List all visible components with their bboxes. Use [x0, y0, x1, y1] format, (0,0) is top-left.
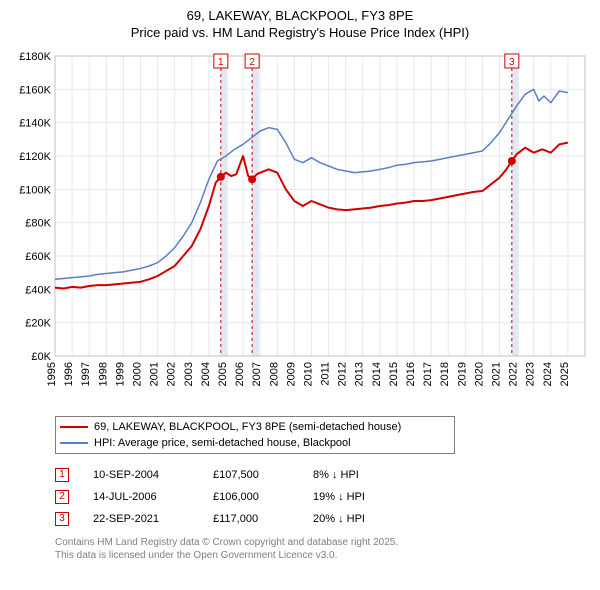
event-diff: 20% ↓ HPI: [313, 513, 413, 525]
svg-text:2: 2: [249, 57, 255, 68]
event-marker: 2: [55, 490, 69, 504]
svg-text:2011: 2011: [320, 362, 332, 386]
svg-text:£0K: £0K: [31, 351, 51, 363]
event-row: 2 14-JUL-2006£106,00019% ↓ HPI: [55, 486, 590, 508]
svg-text:1998: 1998: [97, 362, 109, 386]
events-table: 1 10-SEP-2004£107,5008% ↓ HPI 2 14-JUL-2006…: [55, 464, 590, 530]
event-marker: 1: [55, 468, 69, 482]
svg-text:2002: 2002: [166, 362, 178, 386]
svg-text:2006: 2006: [234, 362, 246, 386]
footer-attribution: Contains HM Land Registry data © Crown c…: [55, 536, 590, 562]
legend-swatch: [60, 442, 88, 444]
event-price: £117,000: [213, 513, 313, 525]
chart-svg: £0K £20K £40K £60K £80K £100K £120K £140K £160K £…: [10, 48, 590, 408]
footer-line2: This data is licensed under the Open Gov…: [55, 549, 590, 562]
legend-item: 69, LAKEWAY, BLACKPOOL, FY3 8PE (semi-de…: [60, 419, 450, 435]
svg-text:£140K: £140K: [19, 117, 51, 129]
legend-label: 69, LAKEWAY, BLACKPOOL, FY3 8PE (semi-de…: [94, 421, 401, 433]
svg-text:2009: 2009: [285, 362, 297, 386]
svg-text:£100K: £100K: [19, 184, 51, 196]
svg-text:2021: 2021: [491, 362, 503, 386]
legend: 69, LAKEWAY, BLACKPOOL, FY3 8PE (semi-de…: [55, 416, 455, 454]
svg-text:2000: 2000: [131, 362, 143, 386]
svg-text:1: 1: [218, 57, 224, 68]
event-diff: 8% ↓ HPI: [313, 469, 413, 481]
svg-text:2004: 2004: [200, 362, 212, 386]
event-date: 22-SEP-2021: [93, 513, 213, 525]
svg-text:2007: 2007: [251, 362, 263, 386]
svg-text:1996: 1996: [63, 362, 75, 386]
svg-text:2015: 2015: [388, 362, 400, 386]
svg-text:2019: 2019: [456, 362, 468, 386]
svg-text:1997: 1997: [80, 362, 92, 386]
event-marker: 3: [55, 512, 69, 526]
event-diff: 19% ↓ HPI: [313, 491, 413, 503]
svg-text:2005: 2005: [217, 362, 229, 386]
event-date: 10-SEP-2004: [93, 469, 213, 481]
svg-text:£60K: £60K: [25, 251, 51, 263]
svg-text:£160K: £160K: [19, 84, 51, 96]
event-price: £107,500: [213, 469, 313, 481]
svg-text:£80K: £80K: [25, 217, 51, 229]
svg-text:2008: 2008: [268, 362, 280, 386]
event-price: £106,000: [213, 491, 313, 503]
event-row: 1 10-SEP-2004£107,5008% ↓ HPI: [55, 464, 590, 486]
svg-text:2025: 2025: [559, 362, 571, 386]
svg-text:2024: 2024: [542, 362, 554, 386]
title-address: 69, LAKEWAY, BLACKPOOL, FY3 8PE: [10, 8, 590, 25]
title-subtitle: Price paid vs. HM Land Registry's House …: [10, 25, 590, 42]
svg-text:3: 3: [509, 57, 515, 68]
svg-text:£40K: £40K: [25, 284, 51, 296]
event-row: 3 22-SEP-2021£117,00020% ↓ HPI: [55, 508, 590, 530]
svg-text:2013: 2013: [354, 362, 366, 386]
svg-text:2003: 2003: [183, 362, 195, 386]
svg-text:1995: 1995: [46, 362, 58, 386]
svg-text:£180K: £180K: [19, 51, 51, 63]
chart-titles: 69, LAKEWAY, BLACKPOOL, FY3 8PE Price pa…: [10, 8, 590, 42]
svg-text:2001: 2001: [149, 362, 161, 386]
svg-text:2020: 2020: [473, 362, 485, 386]
svg-text:1999: 1999: [114, 362, 126, 386]
svg-text:2012: 2012: [337, 362, 349, 386]
legend-label: HPI: Average price, semi-detached house,…: [94, 437, 351, 449]
event-date: 14-JUL-2006: [93, 491, 213, 503]
legend-swatch: [60, 426, 88, 428]
svg-text:£20K: £20K: [25, 317, 51, 329]
svg-text:2016: 2016: [405, 362, 417, 386]
svg-text:2023: 2023: [525, 362, 537, 386]
legend-item: HPI: Average price, semi-detached house,…: [60, 435, 450, 451]
svg-text:2010: 2010: [302, 362, 314, 386]
svg-text:£120K: £120K: [19, 151, 51, 163]
chart-area: £0K £20K £40K £60K £80K £100K £120K £140K £160K £…: [10, 48, 590, 408]
svg-text:2022: 2022: [508, 362, 520, 386]
svg-text:2014: 2014: [371, 362, 383, 386]
svg-text:2017: 2017: [422, 362, 434, 386]
svg-text:2018: 2018: [439, 362, 451, 386]
footer-line1: Contains HM Land Registry data © Crown c…: [55, 536, 590, 549]
